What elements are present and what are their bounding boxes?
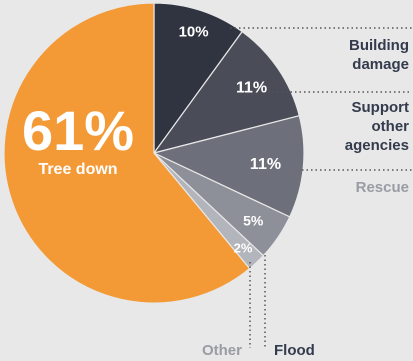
pct-label: 10% — [179, 24, 209, 41]
category-label-building-damage: Building — [349, 37, 409, 54]
pie-slice-tree-down — [3, 2, 251, 304]
pie-slice-support-other-agencies — [152, 30, 301, 154]
pct-label: 2% — [234, 240, 253, 255]
category-label-support-other-agencies: Support — [352, 99, 410, 116]
category-label-building-damage: damage — [352, 56, 409, 73]
pct-label: 11% — [250, 156, 281, 173]
pie-slice-rescue — [152, 114, 305, 218]
category-label-other: Other — [202, 342, 242, 359]
category-label-flood: Flood — [274, 342, 315, 359]
pct-label: 11% — [236, 79, 267, 96]
pie-slice-building-damage — [153, 2, 244, 155]
pct-label: 5% — [243, 212, 264, 228]
category-label-support-other-agencies: other — [372, 118, 410, 135]
category-label-rescue: Rescue — [356, 179, 409, 196]
category-label-support-other-agencies: agencies — [345, 137, 409, 154]
slice-name-label: Tree down — [38, 161, 117, 178]
pct-label-large: 61% — [22, 99, 134, 162]
